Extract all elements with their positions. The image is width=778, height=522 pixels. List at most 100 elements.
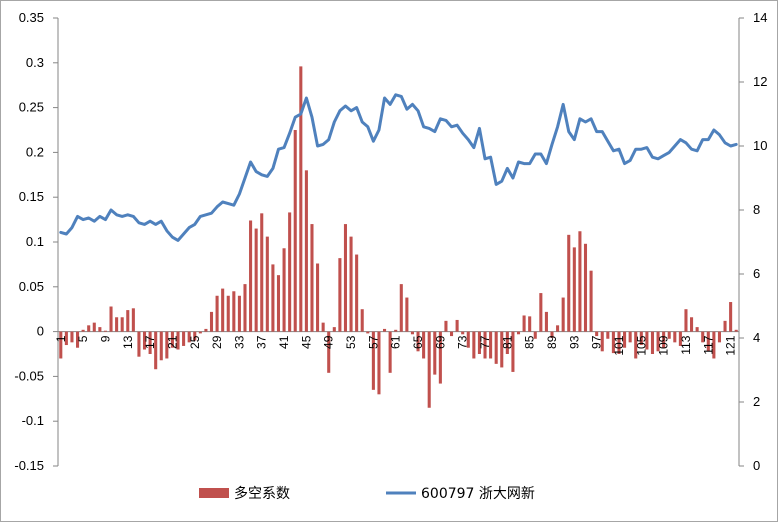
- legend-label-bar: 多空系数: [234, 485, 290, 502]
- bar: [87, 325, 91, 332]
- bar: [595, 331, 599, 337]
- x-tick-label: 29: [210, 335, 224, 349]
- right-tick-label: 14: [753, 10, 767, 25]
- bar: [461, 331, 465, 335]
- x-tick-label: 9: [98, 335, 112, 342]
- bar: [260, 213, 264, 332]
- bar: [500, 331, 504, 368]
- bar: [667, 331, 671, 339]
- x-tick-label: 1: [54, 335, 68, 342]
- bar: [327, 331, 331, 373]
- right-tick-label: 4: [753, 330, 760, 345]
- left-tick-label: 0.15: [19, 189, 44, 204]
- bar: [427, 331, 431, 408]
- bar: [656, 331, 660, 352]
- x-tick-labels: 1 5 9 13 17 21 25 29 33 37 41 45 49 53 57 61 65 69 73 77 81 8…: [54, 335, 738, 355]
- line-series: [59, 93, 738, 242]
- bar: [516, 331, 521, 335]
- left-tick-label: 0.05: [19, 279, 44, 294]
- bar: [539, 293, 543, 332]
- bar: [70, 331, 74, 343]
- bar: [293, 130, 297, 332]
- right-tick-label: 8: [753, 202, 760, 217]
- bar: [349, 236, 353, 332]
- bar: [366, 331, 370, 334]
- bar: [170, 331, 174, 348]
- bar: [505, 331, 509, 354]
- bar: [243, 284, 247, 332]
- x-tick-label: 13: [121, 335, 135, 349]
- bar: [120, 317, 124, 332]
- bar: [690, 317, 694, 332]
- bar: [321, 322, 325, 332]
- x-tick-label: 93: [567, 335, 581, 349]
- bar: [416, 331, 420, 352]
- bar: [355, 254, 359, 332]
- x-tick-label: 65: [411, 335, 425, 349]
- bar: [712, 331, 716, 359]
- x-tick-label: 121: [724, 335, 738, 355]
- x-tick-label: 81: [500, 335, 514, 349]
- bar: [316, 263, 320, 332]
- bar: [338, 258, 342, 332]
- bar: [511, 331, 515, 372]
- left-tick-label: -0.05: [14, 368, 44, 383]
- bar: [723, 320, 727, 332]
- bar: [639, 331, 643, 346]
- bar: [444, 320, 448, 332]
- x-tick-label: 117: [701, 335, 715, 354]
- bar: [650, 331, 655, 354]
- bar: [310, 224, 314, 332]
- bar: [109, 306, 113, 332]
- bar: [271, 264, 275, 332]
- bar: [182, 331, 186, 346]
- bar: [494, 331, 498, 364]
- bar: [544, 311, 548, 332]
- bar: [98, 327, 102, 332]
- bar: [371, 331, 375, 390]
- legend: 多空系数 600797 浙大网新: [199, 485, 535, 502]
- x-tick-label: 45: [299, 335, 313, 349]
- bar: [438, 331, 442, 384]
- bar: [377, 331, 381, 395]
- bar: [254, 228, 258, 332]
- bar: [137, 331, 141, 357]
- bar: [103, 330, 107, 332]
- bar: [265, 236, 269, 332]
- bar: [193, 331, 197, 341]
- right-tick-label: 12: [753, 74, 767, 89]
- right-tick-label: 0: [753, 458, 760, 473]
- bar: [209, 311, 214, 332]
- bar: [343, 224, 348, 332]
- bar: [433, 331, 437, 375]
- x-tick-label: 33: [232, 335, 246, 349]
- right-tick-label: 2: [753, 394, 760, 409]
- bar: [304, 170, 308, 332]
- bar: [717, 331, 721, 343]
- bar: [528, 316, 532, 332]
- x-tick-label: 109: [657, 335, 671, 355]
- bar: [142, 331, 147, 350]
- bar: [455, 319, 459, 332]
- right-tick-label: 6: [753, 266, 760, 281]
- x-tick-label: 77: [478, 335, 492, 349]
- bar: [221, 288, 225, 332]
- bar: [662, 331, 666, 348]
- bar: [466, 331, 470, 348]
- x-tick-label: 113: [679, 335, 693, 354]
- bar: [556, 325, 560, 332]
- bar: [159, 331, 163, 361]
- bar: [729, 302, 733, 332]
- bar: [578, 231, 582, 332]
- legend-label-line: 600797 浙大网新: [421, 486, 535, 502]
- bar: [76, 331, 80, 348]
- x-tick-label: 5: [76, 335, 90, 342]
- bar: [394, 329, 398, 332]
- left-tick-label: 0.1: [26, 234, 44, 249]
- x-tick-label: 41: [277, 335, 291, 349]
- bar: [489, 331, 493, 359]
- bar: [237, 295, 241, 332]
- bar: [477, 331, 481, 354]
